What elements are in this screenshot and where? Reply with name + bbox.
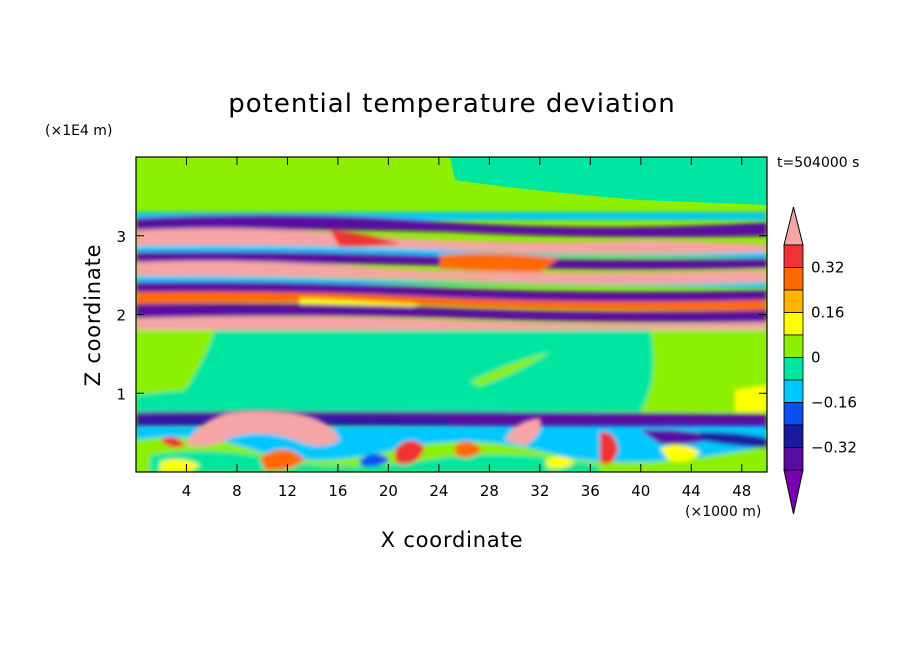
colorbar-swatch — [783, 379, 804, 403]
bl-red-2 — [395, 440, 425, 465]
upper-teal-patch — [450, 157, 767, 205]
colorbar-tick-label: −0.32 — [811, 439, 857, 457]
colorbar-swatch — [783, 289, 804, 313]
band-cyan-top — [136, 212, 767, 220]
band-orange-3 — [136, 291, 767, 311]
band-cyan-3 — [136, 276, 767, 288]
y-axis-ticks: 1 2 3 — [116, 228, 767, 403]
mid-green-streak — [470, 352, 550, 386]
bl-orange-1 — [260, 449, 305, 471]
colorbar-tick-label: 0.32 — [811, 259, 844, 277]
band-purple-3 — [136, 281, 767, 302]
band-pink-1 — [136, 228, 767, 254]
bl-yellow-2 — [160, 459, 200, 472]
bl-red-1 — [160, 436, 185, 448]
x-tick-label: 44 — [682, 482, 701, 500]
x-tick-label: 4 — [182, 482, 192, 500]
x-unit-label: (×1000 m) — [685, 504, 761, 520]
colorbar — [783, 206, 804, 515]
x-tick-label: 36 — [581, 482, 600, 500]
band-orange-2 — [440, 253, 560, 272]
x-tick-label: 12 — [278, 482, 297, 500]
band-pink-2 — [136, 260, 767, 285]
colorbar-swatch — [783, 312, 804, 336]
colorbar-bottom-triangle — [783, 469, 804, 515]
bl-yellow-1 — [660, 444, 700, 462]
band-purple-1 — [136, 214, 767, 238]
colorbar-swatch — [783, 424, 804, 448]
x-tick-label: 28 — [480, 482, 499, 500]
bl-orange-2 — [455, 441, 482, 458]
colorbar-swatch — [783, 357, 804, 381]
bl-pink-plume-2 — [505, 418, 541, 446]
mid-green-left — [136, 330, 215, 395]
turbulent-boundary-layer — [136, 410, 767, 472]
x-axis-label: X coordinate — [381, 528, 524, 552]
time-label: t=504000 s — [777, 155, 859, 171]
colorbar-swatch — [783, 334, 804, 358]
band-purple-4 — [136, 303, 767, 323]
y-tick-label: 1 — [116, 385, 126, 403]
chart-title: potential temperature deviation — [228, 89, 675, 119]
colorbar-top-triangle — [783, 206, 804, 246]
y-tick-label: 2 — [116, 307, 126, 325]
mid-yellow-patch — [735, 385, 767, 412]
bl-yellow-3 — [545, 456, 575, 469]
x-tick-label: 8 — [232, 482, 242, 500]
bl-blue-2 — [700, 432, 767, 448]
upper-left-green — [136, 160, 320, 210]
x-tick-label: 24 — [429, 482, 448, 500]
x-tick-label: 16 — [328, 482, 347, 500]
y-unit-label: (×1E4 m) — [45, 123, 112, 139]
bl-pink-plume-1 — [185, 410, 340, 447]
colorbar-swatch — [783, 267, 804, 291]
bl-red-3 — [600, 431, 618, 465]
y-axis-label: Z coordinate — [81, 244, 105, 387]
band-pink-4 — [136, 316, 767, 330]
colorbar-tick-label: −0.16 — [811, 394, 857, 412]
colorbar-swatch — [783, 447, 804, 471]
y-tick-label: 3 — [116, 228, 126, 246]
band-red-1 — [330, 230, 400, 248]
colorbar-tick-label: 0.16 — [811, 304, 844, 322]
x-tick-label: 32 — [530, 482, 549, 500]
contour-field — [136, 157, 767, 472]
colorbar-labels: 0.32 0.16 0 −0.16 −0.32 — [811, 259, 857, 457]
colorbar-tick-label: 0 — [811, 349, 821, 367]
colorbar-swatch — [783, 402, 804, 426]
bl-blue-1 — [360, 454, 390, 467]
x-tick-label: 48 — [732, 482, 751, 500]
colorbar-swatch — [783, 244, 804, 268]
x-tick-label: 40 — [631, 482, 650, 500]
x-tick-label: 20 — [379, 482, 398, 500]
x-axis-ticks: 4 8 12 16 20 24 28 32 36 40 44 48 — [182, 157, 751, 500]
